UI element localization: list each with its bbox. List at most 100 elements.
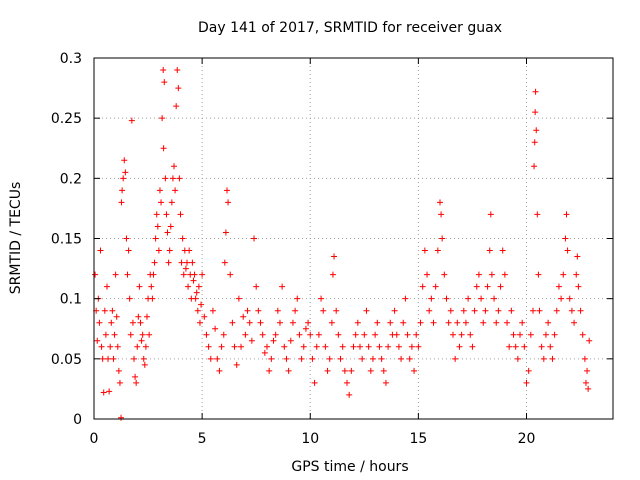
data-point [185, 283, 192, 290]
data-point [207, 355, 214, 362]
data-point [99, 355, 106, 362]
data-point [322, 343, 329, 350]
data-point [519, 319, 526, 326]
data-point [153, 211, 160, 218]
data-point [155, 247, 162, 254]
data-point [108, 319, 115, 326]
data-point [311, 379, 318, 386]
data-point [315, 331, 322, 338]
data-point [320, 307, 327, 314]
data-point [174, 67, 181, 74]
data-point [350, 343, 357, 350]
data-point [445, 319, 452, 326]
data-point [419, 283, 426, 290]
data-point [454, 319, 461, 326]
data-point [292, 307, 299, 314]
data-point [344, 379, 351, 386]
data-point [393, 331, 400, 338]
data-point [233, 361, 240, 368]
y-axis-label: SRMTID / TECUs [8, 182, 24, 295]
data-point [439, 235, 446, 242]
data-point [116, 379, 123, 386]
data-point [137, 319, 144, 326]
data-point [335, 331, 342, 338]
data-point [190, 277, 197, 284]
data-point [458, 331, 465, 338]
data-point [378, 355, 385, 362]
data-point [558, 295, 565, 302]
data-point [146, 331, 153, 338]
data-point [562, 235, 569, 242]
data-point [173, 103, 180, 110]
data-point [424, 271, 431, 278]
data-point [549, 355, 556, 362]
data-point [391, 307, 398, 314]
x-axis-label: GPS time / hours [291, 459, 408, 475]
data-point [542, 331, 549, 338]
data-point [158, 199, 165, 206]
data-point [279, 283, 286, 290]
data-point [164, 229, 171, 236]
data-point [167, 223, 174, 230]
data-point [531, 163, 538, 170]
data-point [365, 343, 372, 350]
data-point [132, 373, 139, 380]
data-point [118, 199, 125, 206]
data-point [482, 307, 489, 314]
data-point [568, 307, 575, 314]
data-point [398, 355, 405, 362]
data-point [380, 367, 387, 374]
data-point [136, 283, 143, 290]
data-point [111, 331, 118, 338]
data-point [246, 319, 253, 326]
data-point [124, 271, 131, 278]
data-point [331, 253, 338, 260]
data-point [92, 271, 99, 278]
data-point [191, 271, 198, 278]
data-point [129, 319, 136, 326]
data-point [408, 343, 415, 350]
data-point [223, 187, 230, 194]
data-point [346, 391, 353, 398]
data-point [432, 283, 439, 290]
data-point [94, 337, 101, 344]
grid [94, 58, 613, 419]
data-point [536, 307, 543, 314]
data-point [143, 313, 150, 320]
data-point [133, 379, 140, 386]
data-point [156, 187, 163, 194]
data-point [495, 307, 502, 314]
data-point [126, 295, 133, 302]
data-point [566, 295, 573, 302]
data-point [480, 319, 487, 326]
data-point [140, 355, 147, 362]
data-point [281, 343, 288, 350]
data-point [212, 325, 219, 332]
data-point [521, 343, 528, 350]
data-point [577, 307, 584, 314]
data-point [118, 414, 125, 421]
data-point [178, 259, 185, 266]
data-point [563, 211, 570, 218]
data-point [411, 367, 418, 374]
data-point [532, 88, 539, 95]
data-point [385, 343, 392, 350]
data-point [101, 307, 108, 314]
data-point [553, 307, 560, 314]
data-point [128, 117, 135, 124]
data-point [266, 367, 273, 374]
data-point [560, 271, 567, 278]
data-point [585, 385, 592, 392]
data-point [525, 367, 532, 374]
data-point [103, 283, 110, 290]
data-point [138, 337, 145, 344]
data-point [244, 307, 251, 314]
data-point [274, 307, 281, 314]
data-point [508, 307, 515, 314]
data-point [201, 313, 208, 320]
y-tick-label: 0 [73, 412, 82, 428]
data-point [176, 175, 183, 182]
data-point [165, 259, 172, 266]
data-point [387, 319, 394, 326]
data-point [356, 343, 363, 350]
